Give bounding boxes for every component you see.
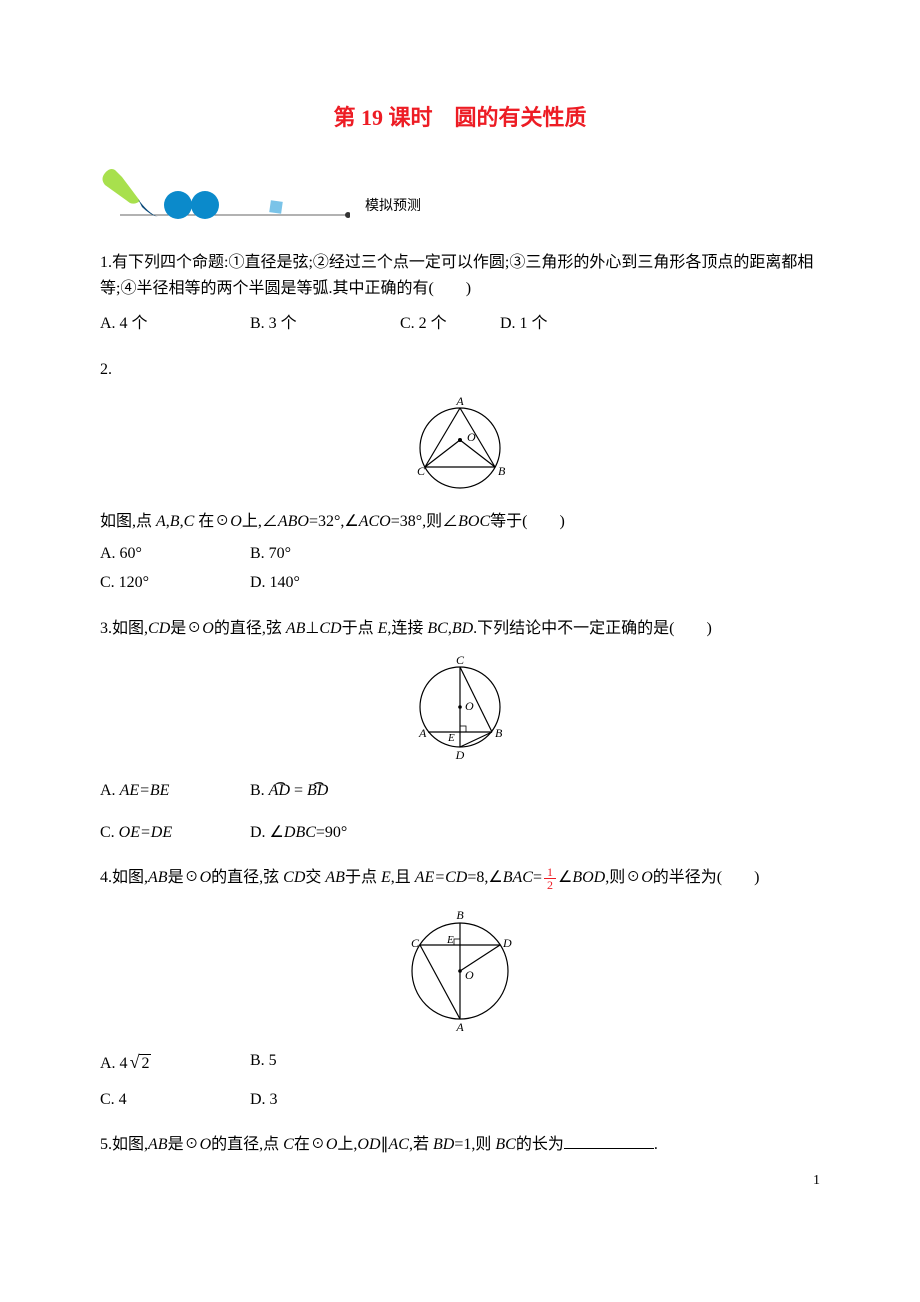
- section-label: 模拟预测: [365, 196, 421, 218]
- svg-text:O: O: [465, 968, 474, 982]
- q1-opt-b: B. 3 个: [250, 311, 400, 337]
- q3-figure: C O A B E D: [100, 652, 820, 771]
- q4-opt-c: C. 4: [100, 1087, 250, 1113]
- q2-opt-d: D. 140°: [250, 570, 400, 596]
- q3-opt-a: A. AE=BE: [100, 778, 250, 804]
- q4-figure: B C D E O A: [100, 901, 820, 1040]
- question-4: 4.如图,AB是☉O的直径,弦 CD交 AB于点 E,且 AE=CD=8,∠BA…: [100, 865, 820, 891]
- svg-text:B: B: [456, 908, 464, 922]
- q3-opt-b: B. AD = BD: [250, 778, 400, 804]
- q3-options: A. AE=BE B. AD = BD C. OE=DE D. ∠DBC=90°: [100, 778, 820, 845]
- svg-text:C: C: [411, 936, 420, 950]
- q2-opt-b: B. 70°: [250, 541, 400, 567]
- svg-text:C: C: [417, 464, 426, 478]
- section-header: 模拟预测: [100, 165, 820, 220]
- svg-text:D: D: [502, 936, 512, 950]
- svg-text:O: O: [465, 699, 474, 713]
- svg-text:B: B: [495, 726, 503, 740]
- svg-text:B: B: [498, 464, 506, 478]
- svg-text:A: A: [455, 1020, 464, 1031]
- q2-options: A. 60° B. 70° C. 120° D. 140°: [100, 541, 820, 596]
- q3-opt-d: D. ∠DBC=90°: [250, 820, 400, 846]
- q1-opt-a: A. 4 个: [100, 311, 250, 337]
- page-number: 1: [813, 1170, 820, 1192]
- q1-opt-d: D. 1 个: [500, 311, 600, 337]
- q2-opt-a: A. 60°: [100, 541, 250, 567]
- svg-text:D: D: [455, 748, 465, 762]
- q1-opt-c: C. 2 个: [400, 311, 500, 337]
- svg-text:A: A: [418, 726, 427, 740]
- question-5: 5.如图,AB是☉O的直径,点 C在☉O上,OD∥AC,若 BD=1,则 BC的…: [100, 1132, 820, 1158]
- q4-options: A. 42 B. 5 C. 4 D. 3: [100, 1048, 820, 1112]
- question-1: 1.有下列四个命题:①直径是弦;②经过三个点一定可以作圆;③三角形的外心到三角形…: [100, 250, 820, 301]
- q5-blank: [564, 1133, 654, 1149]
- q4-opt-b: B. 5: [250, 1048, 400, 1077]
- q4-opt-d: D. 3: [250, 1087, 400, 1113]
- brush-icon: [100, 165, 350, 220]
- q2-opt-c: C. 120°: [100, 570, 250, 596]
- svg-text:C: C: [456, 653, 465, 667]
- question-2: 2.: [100, 357, 820, 383]
- q4-opt-a: A. 42: [100, 1048, 250, 1077]
- page-title: 第 19 课时 圆的有关性质: [100, 100, 820, 135]
- svg-text:E: E: [447, 732, 455, 744]
- svg-text:O: O: [467, 430, 476, 444]
- q2-text: 如图,点 A,B,C 在☉O上,∠ABO=32°,∠ACO=38°,则∠BOC等…: [100, 509, 820, 535]
- q1-text: 有下列四个命题:①直径是弦;②经过三个点一定可以作圆;③三角形的外心到三角形各顶…: [100, 254, 813, 297]
- q2-figure: A O C B: [100, 393, 820, 502]
- svg-text:E: E: [446, 934, 454, 946]
- svg-text:A: A: [455, 394, 464, 408]
- q3-opt-c: C. OE=DE: [100, 820, 250, 846]
- question-3: 3.如图,CD是☉O的直径,弦 AB⊥CD于点 E,连接 BC,BD.下列结论中…: [100, 616, 820, 642]
- q1-options: A. 4 个 B. 3 个 C. 2 个 D. 1 个: [100, 311, 820, 337]
